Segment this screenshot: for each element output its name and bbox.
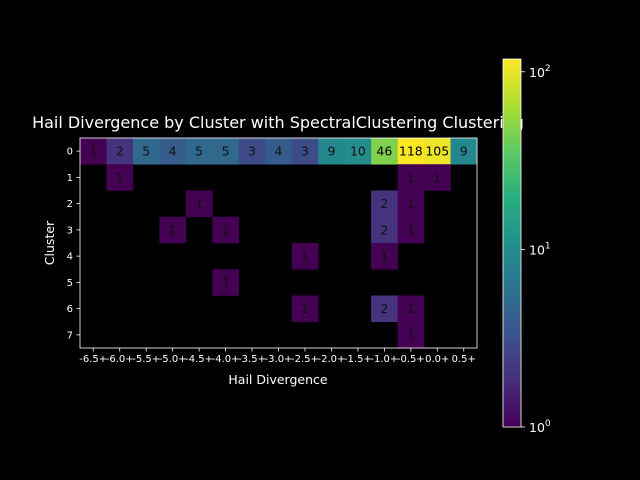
heatmap-cell (397, 164, 425, 191)
cell-value-label: 1 (407, 170, 415, 185)
heatmap-cell (397, 216, 425, 244)
heatmap-cell (212, 269, 240, 296)
y-tick-label: 4 (67, 252, 73, 263)
heatmap-cell (397, 321, 425, 349)
cell-value-label: 9 (327, 144, 335, 159)
cell-value-label: 9 (460, 144, 468, 159)
cell-value-label: 1 (195, 196, 203, 211)
heatmap-cell (344, 138, 372, 165)
cell-value-label: 1 (380, 249, 388, 264)
heatmap-cell (291, 295, 319, 323)
heatmap-cell (265, 138, 293, 165)
cell-value-label: 1 (407, 196, 415, 211)
y-tick-label: 0 (67, 147, 73, 158)
colorbar-ticks: 100 101 102 (521, 64, 551, 435)
cell-value-label: 3 (248, 144, 256, 159)
cell-value-label: 1 (301, 249, 309, 264)
y-tick-label: 6 (67, 304, 73, 315)
cell-value-label: 10 (350, 144, 366, 159)
cell-value-label: 1 (89, 144, 97, 159)
x-tick-label: -6.0+ (106, 354, 134, 365)
heatmap-cell (397, 190, 425, 218)
heatmap-cell (185, 138, 213, 165)
x-tick-label: -3.5+ (238, 354, 266, 365)
x-tick-label: -4.5+ (185, 354, 213, 365)
cell-value-label: 4 (275, 144, 283, 159)
cell-value-label: 3 (301, 144, 309, 159)
heatmap-cell (424, 164, 451, 191)
x-tick-label: -2.0+ (317, 354, 345, 365)
heatmap-cell (159, 138, 187, 165)
x-tick-label: -6.5+ (79, 354, 107, 365)
cell-value-label: 1 (407, 327, 415, 342)
cell-value-label: 2 (380, 301, 388, 316)
colorbar-tick-label: 102 (529, 64, 551, 80)
heatmap-cell (371, 190, 398, 218)
cell-value-label: 2 (116, 144, 124, 159)
x-tick-label: -0.5+ (397, 354, 425, 365)
colorbar-tick-label: 100 (529, 419, 551, 435)
cell-value-label: 46 (376, 144, 392, 159)
y-axis-ticks: 0 1 2 3 4 5 6 7 (67, 147, 80, 341)
cell-value-label: 4 (169, 144, 177, 159)
heatmap-cells: 1 2 5 4 5 5 3 4 3 9 10 46 118 105 9 1 1 1 1 2 1 1 1 2 1 1 1 1 1 2 1 1 (80, 138, 478, 349)
heatmap-cell (80, 138, 107, 165)
heatmap-cell (371, 243, 398, 270)
cell-value-label: 1 (407, 222, 415, 237)
x-tick-label: -4.0+ (212, 354, 240, 365)
heatmap-cell (212, 216, 240, 244)
heatmap-cell (291, 138, 319, 165)
x-tick-label: -1.5+ (344, 354, 372, 365)
cell-value-label: 1 (301, 301, 309, 316)
cell-value-label: 105 (425, 144, 449, 159)
heatmap-cell (371, 138, 398, 165)
x-tick-label: -2.5+ (291, 354, 319, 365)
heatmap-cell (106, 164, 134, 191)
cell-value-label: 1 (169, 222, 177, 237)
heatmap-cell (185, 190, 213, 218)
cell-value-label: 1 (222, 222, 230, 237)
heatmap-cell (397, 295, 425, 323)
cell-value-label: 1 (222, 275, 230, 290)
cell-value-label: 5 (222, 144, 230, 159)
heatmap-cell (424, 138, 451, 165)
x-axis-label: Hail Divergence (228, 372, 328, 387)
heatmap-cell (238, 138, 266, 165)
heatmap-cell (397, 138, 425, 165)
heatmap-cell (212, 138, 240, 165)
x-tick-label: -3.0+ (265, 354, 293, 365)
y-axis-label: Cluster (42, 220, 57, 265)
cell-value-label: 2 (380, 222, 388, 237)
colorbar (502, 58, 522, 428)
y-tick-label: 7 (67, 330, 73, 341)
x-tick-label: -5.5+ (132, 354, 160, 365)
heatmap-cell (291, 243, 319, 270)
cell-value-label: 1 (407, 301, 415, 316)
cell-value-label: 2 (380, 196, 388, 211)
heatmap-cell (106, 138, 134, 165)
y-tick-label: 5 (67, 278, 73, 289)
cell-value-label: 5 (195, 144, 203, 159)
heatmap-cell (371, 216, 398, 244)
x-tick-label: -1.0+ (370, 354, 398, 365)
heatmap-cell (132, 138, 160, 165)
heatmap-cell (450, 138, 478, 165)
y-tick-label: 3 (67, 225, 73, 236)
cell-value-label: 5 (142, 144, 150, 159)
x-tick-label: 0.0+ (425, 354, 449, 365)
y-tick-label: 1 (67, 173, 73, 184)
y-tick-label: 2 (67, 199, 73, 210)
x-tick-label: 0.5+ (452, 354, 476, 365)
heatmap-cell (318, 138, 345, 165)
cell-value-label: 1 (433, 170, 441, 185)
x-axis-ticks: -6.5+-6.0+-5.5+-5.0+-4.5+-4.0+-3.5+-3.0+… (79, 348, 476, 365)
cell-value-label: 1 (116, 170, 124, 185)
heatmap-cell (371, 295, 398, 323)
cell-value-label: 118 (399, 144, 423, 159)
colorbar-tick-label: 101 (529, 241, 551, 257)
x-tick-label: -5.0+ (159, 354, 187, 365)
heatmap-cell (159, 216, 187, 244)
chart-title: Hail Divergence by Cluster with Spectral… (32, 113, 524, 132)
